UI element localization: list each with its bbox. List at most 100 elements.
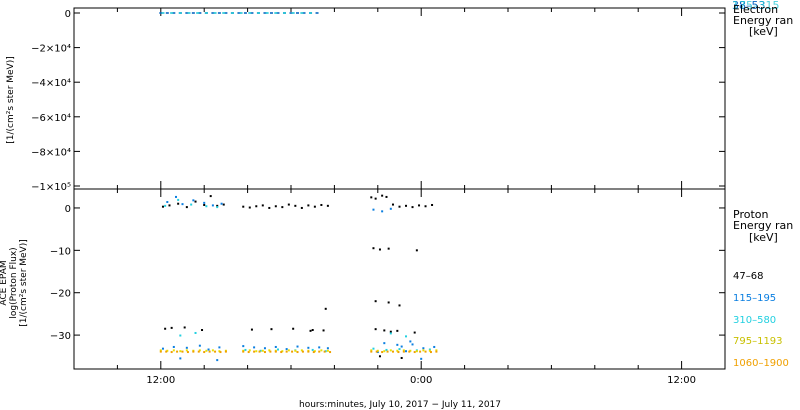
panel-1-series-0-point-43 [424, 205, 427, 208]
panel-1-series-3-point-34 [428, 349, 431, 352]
panel-1-series-1-point-8 [172, 345, 175, 348]
panel-1-series-0-point-35 [374, 197, 377, 200]
panel-1-series-0-point-18 [274, 205, 277, 208]
panel-0-ytick-label-3: −6×10⁴ [31, 113, 71, 124]
panel-1-series-4-point-3 [176, 350, 179, 353]
panel-0-ytick-label-2: −4×10⁴ [31, 78, 71, 89]
panel-1-series-2-point-17 [428, 348, 431, 351]
panel-1-series-1-point-28 [411, 343, 414, 346]
panel-1-series-4-point-29 [329, 351, 332, 354]
panel-1-series-4-point-27 [318, 350, 321, 353]
panel-1-series-1-point-18 [274, 345, 277, 348]
bottom-y-label: ACE EPAM log(Proton Flux) [1/(cm²s ster … [0, 239, 29, 326]
panel-1-series-3-point-19 [294, 349, 297, 352]
top-legend-overlap-1: 38–53 [732, 0, 766, 12]
panel-0-ytick-label-1: −2×10⁴ [31, 44, 71, 55]
panel-1-series-2-point-0 [164, 204, 167, 207]
panel-1-series-0-point-20 [287, 203, 290, 206]
panel-1-series-3-point-2 [172, 349, 175, 352]
panel-1-series-0-point-8 [222, 203, 225, 206]
panel-0-series-0-point-0 [159, 12, 163, 14]
panel-1-series-0-point-49 [374, 300, 377, 303]
panel-0-ytick-label-4: −8×10⁴ [31, 147, 71, 158]
panel-1-series-1-point-20 [296, 345, 299, 348]
panel-1-series-0-point-53 [374, 328, 377, 331]
panel-1-series-4-point-20 [280, 351, 283, 354]
panel-1-series-3-point-25 [370, 349, 373, 352]
panel-1-ytick-label-0: 0 [65, 204, 71, 215]
panel-1-series-4-point-37 [408, 350, 411, 353]
panel-0-series-1-point-10 [248, 12, 252, 14]
panel-1-series-1-point-27 [400, 345, 403, 348]
panel-1-series-4-point-8 [203, 351, 206, 354]
panel-1-series-4-point-4 [181, 350, 184, 353]
panel-1-series-4-point-35 [397, 351, 400, 354]
bottom-legend-title-1: Proton [733, 208, 768, 221]
panel-1-series-2-point-1 [177, 198, 180, 201]
panel-1-series-0-point-47 [387, 247, 390, 250]
panel-1-series-3-point-28 [389, 349, 392, 352]
panel-1-series-3-point-4 [185, 349, 188, 352]
panel-1-series-1-point-11 [207, 348, 210, 351]
panel-1-series-3-point-32 [415, 350, 418, 353]
x-axis-title: hours:minutes, July 10, 2017 − July 11, … [299, 400, 501, 410]
panel-0-series-0-point-8 [211, 12, 215, 14]
panel-1-series-0-point-4 [194, 200, 197, 203]
bottom-legend-title-2: Energy ran [733, 219, 793, 232]
panel-1-series-0-point-24 [313, 205, 316, 208]
panel-1-series-0-point-54 [383, 329, 386, 332]
panel-1-series-0-point-41 [411, 206, 414, 209]
panel-1-series-4-point-15 [253, 350, 256, 353]
panel-1-series-3-point-24 [326, 349, 329, 352]
panel-1-series-1-point-4 [203, 201, 206, 204]
panel-1-series-3-point-12 [248, 349, 251, 352]
panel-1-series-4-point-25 [307, 350, 310, 353]
panel-1-ytick-label-3: −30 [50, 331, 71, 342]
top-y-label-line-1: [1/(cm²s ster MeV)] [6, 56, 16, 143]
panel-1-series-0-point-13 [242, 205, 245, 208]
panel-0-series-0-point-5 [191, 12, 195, 14]
panel-1-series-4-point-2 [170, 351, 173, 354]
panel-1-series-0-point-9 [164, 327, 167, 330]
panel-1-series-2-point-12 [324, 350, 327, 353]
panel-0-ytick-label-5: −1×10⁵ [31, 182, 71, 193]
panel-1-series-1-point-0 [166, 201, 169, 204]
panel-1-series-4-point-40 [424, 350, 427, 353]
panel-1-series-3-point-35 [435, 349, 438, 352]
panel-1-series-3-point-6 [198, 349, 201, 352]
panel-1-series-0-point-11 [183, 326, 186, 329]
panel-1-series-2-point-6 [194, 331, 197, 334]
panel-1-series-4-point-42 [435, 350, 438, 353]
panel-1-series-0-point-44 [431, 203, 434, 206]
panel-0-series-1-point-12 [265, 12, 269, 14]
panel-0-series-0-point-21 [296, 12, 300, 14]
panel-1-series-1-point-21 [307, 346, 310, 349]
panel-1-series-3-point-17 [281, 350, 284, 353]
panel-0-series-0-point-18 [276, 12, 280, 14]
panel-0-ytick-label-0: 0 [65, 9, 71, 20]
panel-1-series-0-point-28 [311, 329, 314, 332]
panel-1-series-3-point-7 [205, 349, 208, 352]
panel-1-series-2-point-2 [190, 203, 193, 206]
panel-1-series-3-point-30 [402, 349, 405, 352]
panel-1-series-3-point-3 [179, 350, 182, 353]
panel-0-series-0-point-22 [302, 12, 306, 14]
panel-1-series-0-point-52 [389, 330, 392, 333]
panel-0-series-1-point-14 [282, 12, 286, 14]
panel-1-series-0-point-21 [294, 204, 297, 207]
panel-1-series-3-point-22 [313, 350, 316, 353]
panel-1-series-0-point-26 [326, 204, 329, 207]
panel-1-series-0-point-48 [415, 249, 418, 252]
panel-1-series-4-point-13 [242, 350, 245, 353]
panel-0-series-0-point-13 [243, 12, 247, 14]
panel-1-series-0-point-3 [185, 206, 188, 209]
legend-item-1060-1900: 1060–1900 [733, 358, 789, 369]
panel-1-series-1-point-23 [326, 347, 329, 350]
xtick-label-2: 12:00 [667, 375, 696, 386]
panel-1-series-4-point-18 [269, 350, 272, 353]
panel-1-series-1-point-19 [285, 348, 288, 351]
panel-1-series-1-point-25 [381, 210, 384, 213]
panel-1-series-1-point-31 [383, 342, 386, 345]
panel-0-series-1-point-16 [300, 12, 304, 14]
